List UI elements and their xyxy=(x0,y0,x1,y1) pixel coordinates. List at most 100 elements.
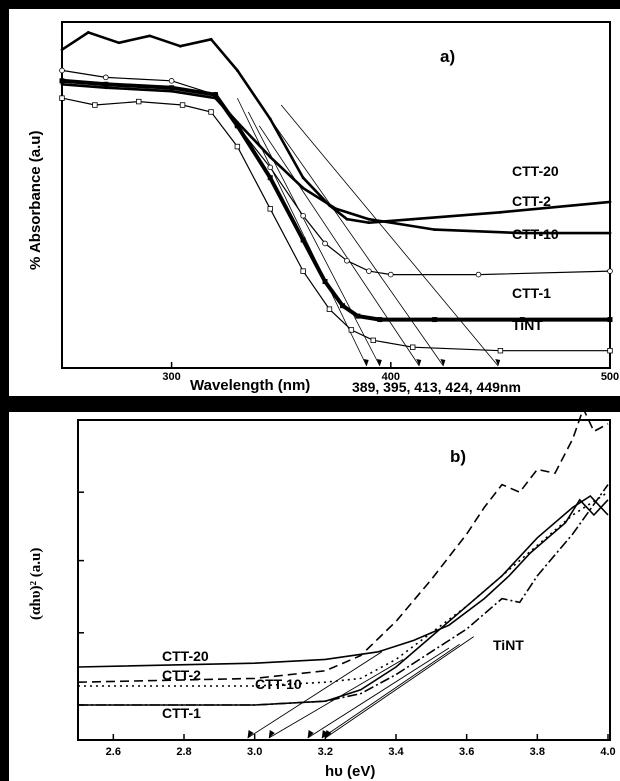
panel-b-tick-label-3.2: 3.2 xyxy=(318,746,333,758)
panel-a-point-tint-11 xyxy=(410,344,416,350)
panel-separator-bar xyxy=(0,396,620,412)
panel-b-tick-label-4.0: 4.0 xyxy=(600,746,615,758)
panel-a-point-tint-10 xyxy=(370,337,376,344)
panel-a-point-ctt-10-9 xyxy=(366,268,372,274)
panel-b-x-axis-label: hυ (eV) xyxy=(325,763,375,780)
panel-a-point-ctt-20-14 xyxy=(608,200,612,204)
panel-a-edge-arrowhead-413 xyxy=(416,359,422,366)
panel-a-point-ctt-1-10 xyxy=(377,317,383,323)
panel-a-point-ctt-1-2 xyxy=(169,85,175,91)
panel-a-edge-arrowhead-389 xyxy=(363,359,369,366)
series-label-ctt-20-a: CTT-20 xyxy=(512,163,559,179)
panel-a-edge-arrowhead-395 xyxy=(376,359,382,366)
panel-b-edge-line-2.98 xyxy=(247,651,383,739)
panel-a-edge-lines xyxy=(236,97,501,367)
panel-a-point-ctt-10-12 xyxy=(607,268,613,274)
panel-a-tick-label-500: 500 xyxy=(601,371,619,383)
panel-a-tag: a) xyxy=(440,47,455,66)
panel-a-point-ctt-20-1 xyxy=(86,30,90,34)
panel-a-point-ctt-2-11 xyxy=(608,231,612,235)
panel-a-edge-arrowhead-449 xyxy=(495,359,501,366)
panel-a-series xyxy=(59,30,613,354)
panel-b-edge-line-3.2 xyxy=(325,636,474,739)
series-label-ctt-2-b: CTT-2 xyxy=(162,667,201,683)
panel-a-point-ctt-1-6 xyxy=(300,237,306,243)
panel-a-point-tint-5 xyxy=(234,143,241,150)
panel-a-point-ctt-10-10 xyxy=(387,271,394,278)
panel-a-x-ticks: 300 400 500 xyxy=(162,362,619,383)
series-label-ctt-2-a: CTT-2 xyxy=(512,193,551,209)
panel-a-point-ctt-10-0 xyxy=(59,67,65,74)
panel-a-point-ctt-10-8 xyxy=(344,257,350,264)
panel-a-point-ctt-10-1 xyxy=(103,74,109,81)
panel-a-point-ctt-1-5 xyxy=(267,175,273,181)
panel-a-point-ctt-2-10 xyxy=(520,231,524,235)
panel-b-edge-arrowhead-3.19 xyxy=(321,730,328,738)
panel-a-edge-line-395 xyxy=(247,111,381,367)
panel-a-point-ctt-2-0 xyxy=(60,82,64,86)
panel-a-point-ctt-20-6 xyxy=(235,69,239,72)
panel-a-point-ctt-1-3 xyxy=(212,92,218,98)
panel-a-x-axis-label: Wavelength (nm) xyxy=(190,377,310,394)
panel-a-point-ctt-20-0 xyxy=(60,48,64,52)
panel-b-edge-arrowhead-3.04 xyxy=(268,730,275,738)
panel-a-point-ctt-1-8 xyxy=(340,303,346,309)
left-frame-bar xyxy=(0,0,9,781)
panel-a-point-ctt-1-11 xyxy=(432,317,438,323)
series-label-ctt-10-a: CTT-10 xyxy=(512,226,559,242)
panel-a: 300 400 500 a) Wavelength (nm) 389, 395, 4… xyxy=(27,21,619,395)
panel-a-point-tint-13 xyxy=(607,347,613,354)
panel-a-point-ctt-1-12 xyxy=(519,317,525,323)
series-label-tint-b: TiNT xyxy=(493,637,524,653)
panel-a-point-ctt-10-7 xyxy=(322,240,328,247)
panel-a-edge-line-424 xyxy=(269,118,444,367)
series-label-tint-a: TiNT xyxy=(512,317,543,333)
panel-b-edge-line-3.15 xyxy=(307,647,450,739)
series-label-ctt-10-b: CTT-10 xyxy=(255,676,302,692)
panel-a-edge-line-389 xyxy=(236,97,368,367)
panel-a-point-ctt-20-12 xyxy=(411,217,415,221)
panel-a-edge-line-413 xyxy=(258,125,420,367)
panel-a-point-tint-12 xyxy=(497,347,504,354)
panel-b-tag: b) xyxy=(450,447,466,466)
panel-b-series-line-ctt-1 xyxy=(78,494,609,706)
panel-a-point-ctt-20-7 xyxy=(268,117,272,121)
panel-a-point-tint-1 xyxy=(92,102,98,108)
panel-a-point-ctt-1-1 xyxy=(103,81,109,87)
panel-a-point-ctt-2-9 xyxy=(433,228,437,232)
panel-a-tick-label-300: 300 xyxy=(162,371,180,383)
panel-a-point-ctt-20-11 xyxy=(367,221,371,225)
panel-b-x-ticks: 2.6 2.8 3.0 3.2 3.4 3.6 3.8 4.0 xyxy=(106,734,616,758)
panel-a-point-tint-4 xyxy=(208,109,214,115)
panel-a-edge-arrowhead-424 xyxy=(440,359,446,366)
panel-a-series-line-tint xyxy=(61,97,610,352)
panel-a-point-ctt-10-6 xyxy=(300,212,306,219)
panel-a-point-ctt-2-6 xyxy=(301,186,305,190)
panel-a-point-ctt-10-2 xyxy=(168,78,175,84)
panel-b-edge-arrowhead-3.2 xyxy=(325,730,332,738)
panel-a-point-ctt-2-8 xyxy=(367,217,371,221)
panel-a-point-ctt-10-5 xyxy=(267,164,274,171)
panel-a-axes-box xyxy=(61,21,611,369)
panel-a-point-tint-2 xyxy=(136,98,142,105)
panel-b-series-line-ctt-2 xyxy=(77,406,609,683)
panel-a-point-ctt-1-7 xyxy=(322,279,328,284)
panel-b-edge-arrowhead-3.15 xyxy=(307,730,314,738)
panel-b-edge-lines xyxy=(247,636,474,739)
panel-b-tick-label-3.4: 3.4 xyxy=(388,746,404,758)
panel-a-point-ctt-1-4 xyxy=(234,123,240,129)
panel-a-y-axis-label: % Absorbance (a.u) xyxy=(27,131,44,270)
panel-a-point-ctt-1-9 xyxy=(355,313,361,319)
panel-b-tick-label-2.6: 2.6 xyxy=(106,746,121,758)
panel-a-point-ctt-1-0 xyxy=(59,78,65,84)
panel-b-tick-label-3.6: 3.6 xyxy=(459,746,474,758)
panel-b: 2.6 2.8 3.0 3.2 3.4 3.6 3.8 4.0 b) hυ (eV) (αhυ… xyxy=(28,406,616,780)
panel-a-point-ctt-20-5 xyxy=(209,37,213,41)
panel-a-point-ctt-2-7 xyxy=(334,207,338,211)
panel-b-series xyxy=(77,406,609,706)
panel-b-tick-label-3.8: 3.8 xyxy=(530,746,545,758)
panel-a-point-tint-7 xyxy=(300,268,306,274)
series-label-ctt-20-b: CTT-20 xyxy=(162,648,209,664)
panel-b-edge-arrowhead-2.98 xyxy=(247,730,254,738)
